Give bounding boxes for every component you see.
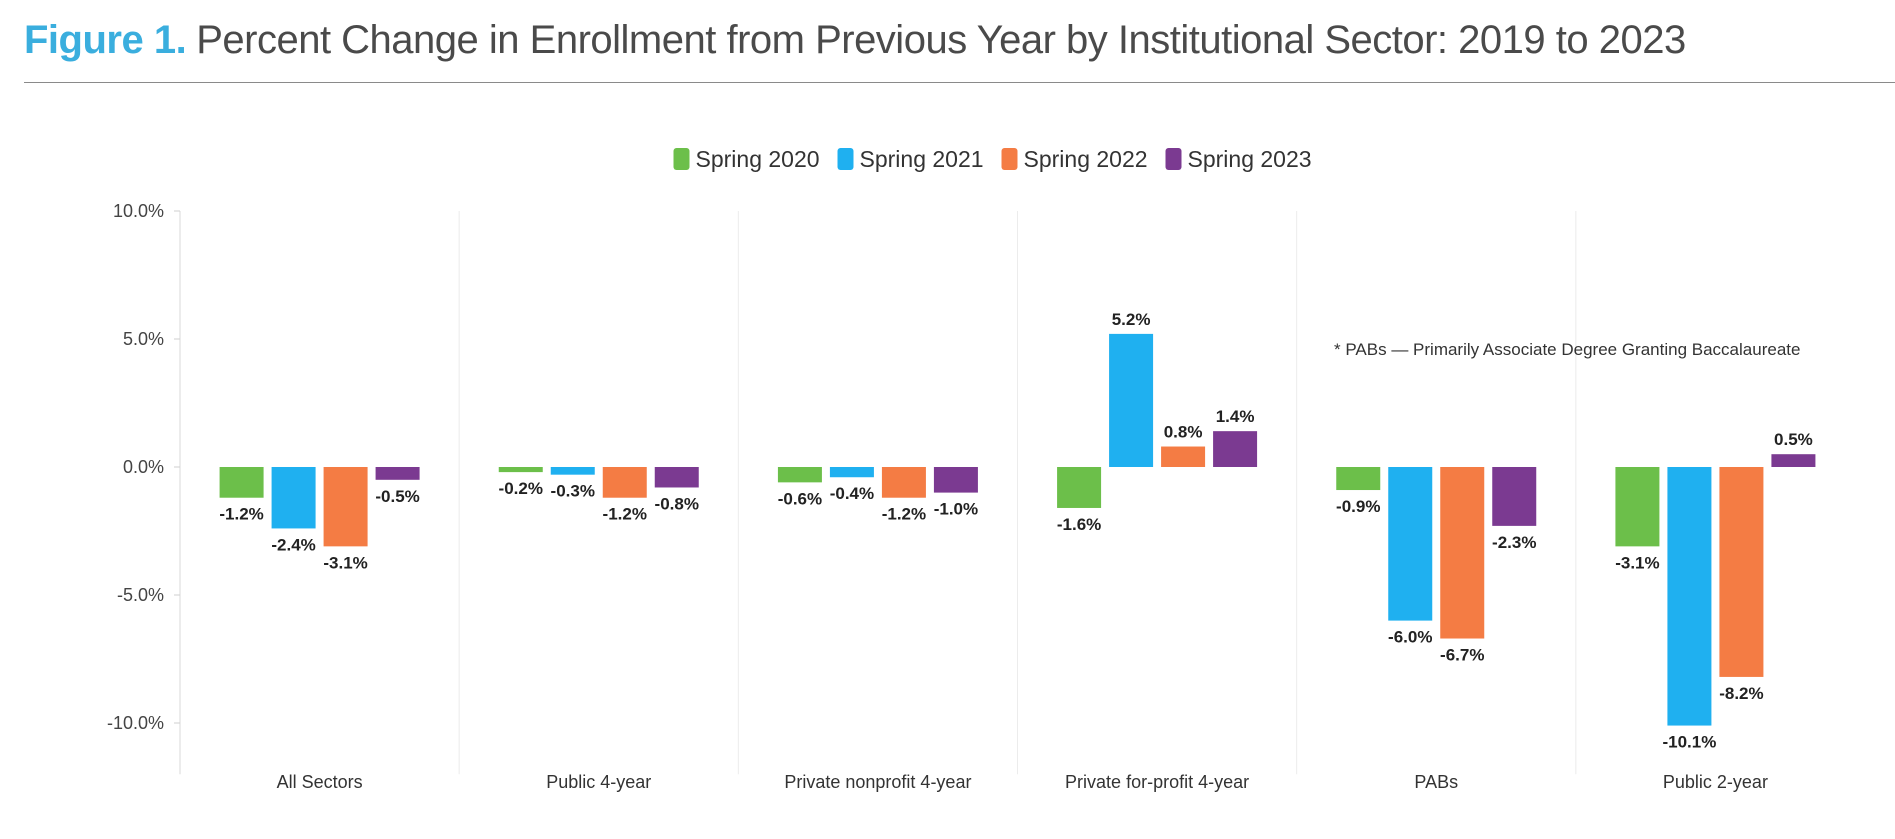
bar: [1440, 467, 1485, 639]
legend-label: Spring 2021: [860, 146, 984, 172]
data-label: -0.4%: [830, 484, 874, 503]
legend-label: Spring 2020: [696, 146, 820, 172]
data-label: -1.2%: [219, 505, 263, 524]
legend-swatch: [837, 148, 854, 170]
chart-legend: Spring 2020 Spring 2021 Spring 2022 Spring …: [673, 146, 1312, 172]
category-separators: [458, 211, 1577, 775]
legend-swatch: [1001, 148, 1018, 170]
data-label: -3.1%: [323, 553, 367, 572]
y-tick-label: -10.0%: [107, 713, 164, 733]
data-label: -1.2%: [882, 505, 926, 524]
bars: [219, 333, 1816, 726]
x-category-label: All Sectors: [277, 772, 363, 792]
x-category-label: PABs: [1414, 772, 1458, 792]
bar: [550, 467, 595, 475]
data-label: -1.0%: [934, 500, 978, 519]
data-label: -1.2%: [603, 505, 647, 524]
bar: [323, 467, 368, 547]
legend-swatch: [673, 148, 690, 170]
x-category-label: Public 2-year: [1663, 772, 1768, 792]
bar: [1057, 467, 1102, 508]
bar: [1388, 467, 1433, 621]
data-label: 0.8%: [1164, 423, 1203, 442]
legend-label: Spring 2022: [1024, 146, 1148, 172]
value-labels: -1.2% -2.4% -3.1% -0.5% -0.2% -0.3% -1.2% -0.8%…: [219, 310, 1812, 752]
figure-header: Figure 1. Percent Change in Enrollment fr…: [24, 18, 1895, 83]
bar: [1492, 467, 1537, 526]
x-category-label: Private for-profit 4-year: [1065, 772, 1249, 792]
bar: [271, 467, 316, 529]
data-label: 5.2%: [1112, 310, 1151, 329]
bar: [1161, 446, 1206, 467]
bar: [1667, 467, 1712, 726]
bar: [1109, 333, 1154, 467]
data-label: -6.0%: [1388, 628, 1432, 647]
bar: [375, 467, 420, 480]
legend-label: Spring 2023: [1188, 146, 1312, 172]
data-label: -2.4%: [271, 535, 315, 554]
data-label: -1.6%: [1057, 515, 1101, 534]
bar: [654, 467, 699, 488]
y-axis: 10.0% 5.0% 0.0% -5.0% -10.0%: [107, 201, 181, 775]
y-tick-label: 10.0%: [113, 201, 164, 221]
figure-title: Figure 1. Percent Change in Enrollment fr…: [24, 18, 1895, 63]
bar: [1615, 467, 1660, 547]
bar: [498, 467, 543, 473]
data-label: -0.6%: [778, 489, 822, 508]
x-category-label: Private nonprofit 4-year: [784, 772, 971, 792]
data-label: -6.7%: [1440, 646, 1484, 665]
data-label: -10.1%: [1662, 733, 1716, 752]
x-axis: All Sectors Public 4-year Private nonprofi…: [277, 772, 1768, 792]
bar: [933, 467, 978, 493]
bar: [1771, 454, 1816, 467]
legend-swatch: [1165, 148, 1182, 170]
data-label: -0.8%: [655, 494, 699, 513]
data-label: -3.1%: [1615, 553, 1659, 572]
bar: [219, 467, 264, 498]
data-label: -0.9%: [1336, 497, 1380, 516]
bar: [602, 467, 647, 498]
x-category-label: Public 4-year: [546, 772, 651, 792]
bar: [881, 467, 926, 498]
bar: [1719, 467, 1764, 677]
data-label: -2.3%: [1492, 533, 1536, 552]
pabs-footnote: * PABs — Primarily Associate Degree Gran…: [1334, 340, 1800, 359]
data-label: 1.4%: [1216, 407, 1255, 426]
data-label: -8.2%: [1719, 684, 1763, 703]
data-label: -0.5%: [375, 487, 419, 506]
data-label: -0.3%: [551, 482, 595, 501]
y-tick-label: 0.0%: [123, 457, 164, 477]
data-label: -0.2%: [499, 479, 543, 498]
bar: [777, 467, 822, 483]
bar: [1213, 431, 1258, 467]
data-label: 0.5%: [1774, 430, 1813, 449]
bar: [829, 467, 874, 478]
y-tick-label: -5.0%: [117, 585, 164, 605]
bar: [1336, 467, 1381, 491]
y-tick-label: 5.0%: [123, 329, 164, 349]
figure-label: Figure 1.: [24, 18, 187, 62]
figure-title-text: Percent Change in Enrollment from Previo…: [196, 18, 1686, 62]
